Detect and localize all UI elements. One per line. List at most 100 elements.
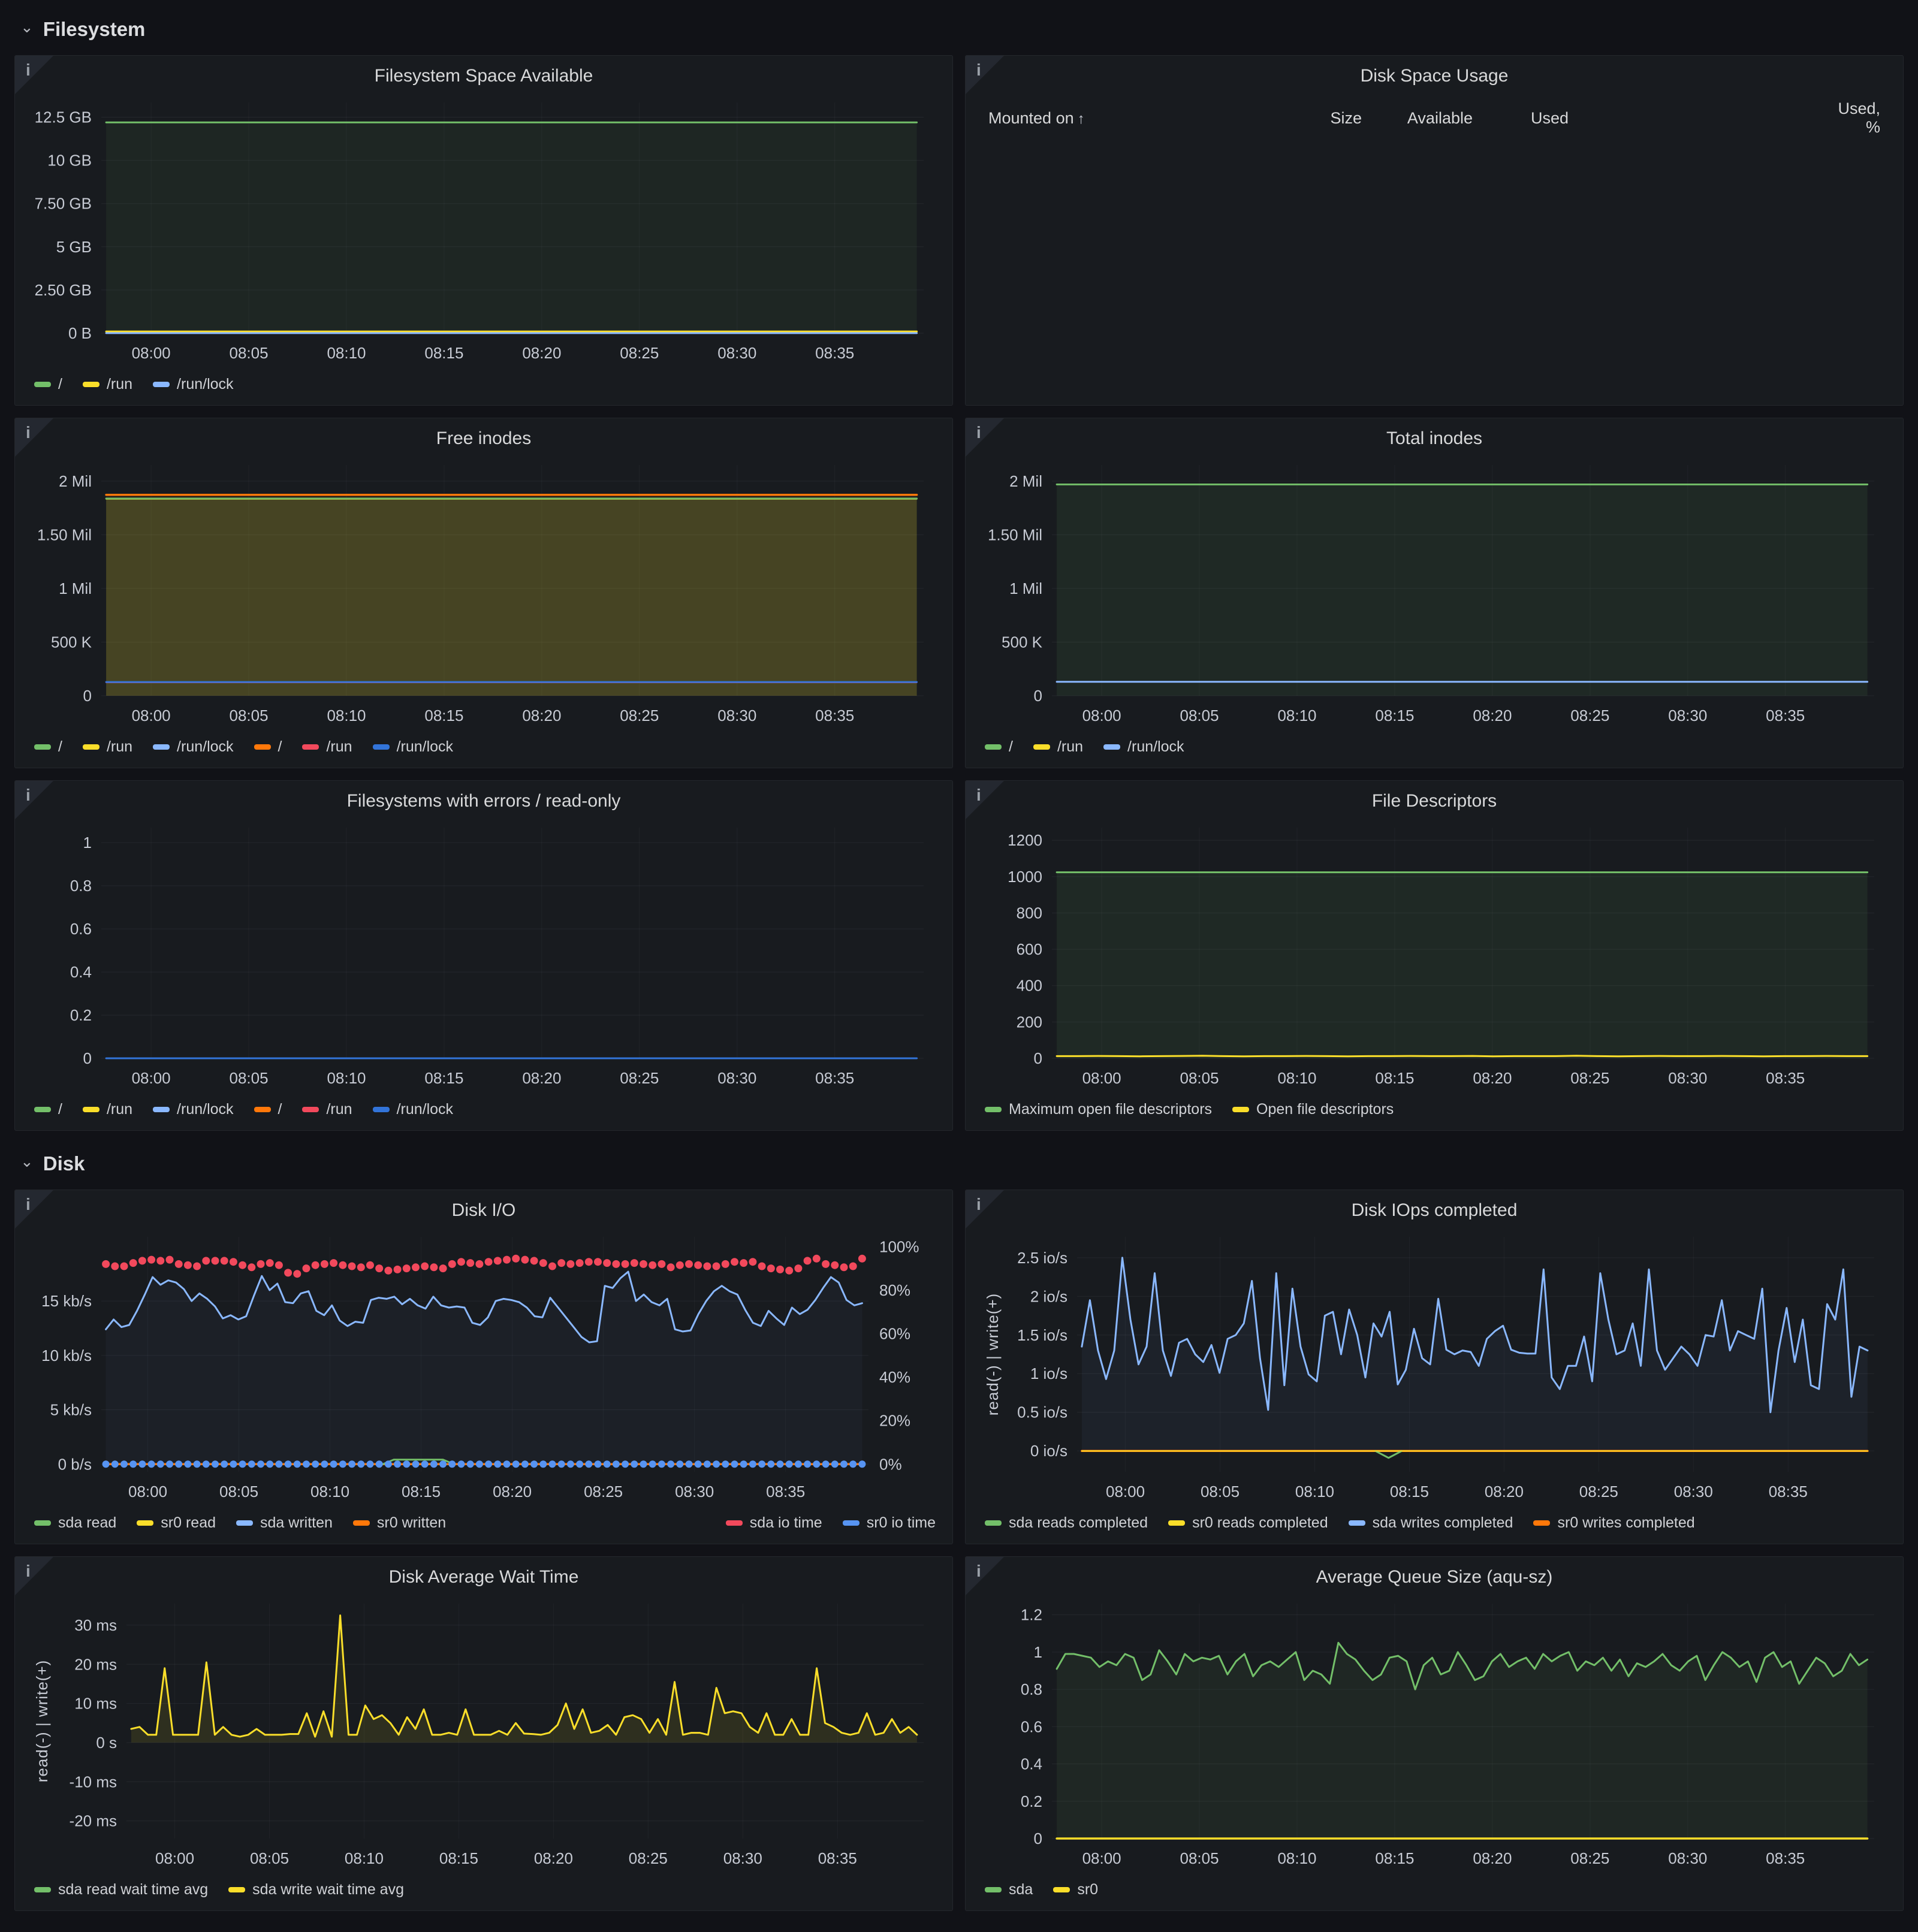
info-icon[interactable]: i [976, 786, 981, 804]
info-icon[interactable]: i [26, 1562, 31, 1580]
legend-item[interactable]: / [34, 1101, 62, 1118]
info-icon[interactable]: i [26, 1195, 31, 1213]
legend-swatch-icon [34, 1106, 51, 1112]
panel-info-corner [966, 1190, 1004, 1228]
legend-item[interactable]: sda writes completed [1348, 1514, 1513, 1532]
legend-item[interactable]: sr0 reads completed [1168, 1514, 1328, 1532]
legend: / /run/run/lock [976, 730, 1892, 763]
panel-title[interactable]: Disk IOps completed [1351, 1200, 1518, 1220]
svg-text:08:35: 08:35 [766, 1483, 805, 1501]
panel-title[interactable]: Free inodes [436, 428, 532, 448]
legend-item[interactable]: sr0 [1053, 1881, 1098, 1898]
column-header-size[interactable]: Size [1330, 108, 1362, 127]
legend-item[interactable]: / [985, 738, 1013, 756]
legend-item[interactable]: sda reads completed [985, 1514, 1148, 1532]
svg-text:08:35: 08:35 [815, 1069, 854, 1087]
legend-item[interactable]: sda write wait time avg [228, 1881, 404, 1898]
panel-filesystem-space-available: i Filesystem Space Available 0 B 2.50 GB 5… [14, 55, 953, 406]
legend-item[interactable]: /run/lock [153, 1101, 234, 1118]
legend-item[interactable]: sr0 read [137, 1514, 216, 1532]
section-header-disk[interactable]: ⌄ Disk [14, 1146, 1904, 1181]
info-icon[interactable]: i [26, 61, 31, 79]
svg-text:20%: 20% [879, 1412, 910, 1430]
info-icon[interactable]: i [976, 1195, 981, 1213]
svg-text:600: 600 [1017, 940, 1042, 958]
column-header-available[interactable]: Available [1407, 108, 1473, 127]
svg-text:08:25: 08:25 [584, 1483, 623, 1501]
info-icon[interactable]: i [976, 1562, 981, 1580]
disk-usage-table: Mounted on ↑ Size Available Used Used, % [976, 93, 1892, 400]
svg-text:0.8: 0.8 [70, 877, 92, 895]
panel-title[interactable]: Disk I/O [451, 1200, 516, 1220]
legend-item[interactable]: /run/lock [372, 1101, 453, 1118]
legend-item[interactable]: sr0 io time [842, 1514, 936, 1532]
legend-swatch-icon [1103, 744, 1121, 750]
legend-item[interactable]: /run [302, 738, 352, 756]
legend-item[interactable]: Open file descriptors [1232, 1101, 1394, 1118]
chevron-down-icon[interactable]: ⌄ [20, 17, 34, 36]
legend-item[interactable]: sda written [236, 1514, 333, 1532]
legend-item[interactable]: sda read wait time avg [34, 1881, 208, 1898]
legend-item[interactable]: / [254, 738, 282, 756]
info-icon[interactable]: i [976, 61, 981, 79]
section-header-filesystem[interactable]: ⌄ Filesystem [14, 12, 1904, 47]
svg-text:0: 0 [1034, 1049, 1042, 1067]
panel-title[interactable]: Disk Average Wait Time [388, 1567, 579, 1587]
svg-text:08:25: 08:25 [1570, 1849, 1609, 1867]
legend-swatch-icon [1033, 744, 1050, 750]
panel-average-queue-size: i Average Queue Size (aqu-sz) 0 0.2 0.4 0.6… [965, 1556, 1904, 1911]
info-icon[interactable]: i [26, 423, 31, 442]
legend-item[interactable]: / [34, 376, 62, 393]
legend-item[interactable]: sda [985, 1881, 1033, 1898]
legend-label: sda write wait time avg [252, 1880, 404, 1898]
legend-item[interactable]: /run [82, 1100, 133, 1118]
panel-title[interactable]: Disk Space Usage [1360, 66, 1509, 86]
svg-text:7.50 GB: 7.50 GB [35, 195, 92, 213]
legend-label: sr0 reads completed [1192, 1514, 1328, 1531]
legend-item[interactable]: /run/lock [1103, 738, 1184, 756]
svg-text:08:20: 08:20 [493, 1483, 532, 1501]
panel-title[interactable]: Filesystems with errors / read-only [346, 791, 621, 811]
legend-item[interactable]: sda read [34, 1514, 116, 1532]
svg-text:08:00: 08:00 [1082, 707, 1121, 725]
legend: sda read sr0 read sda written sr0 written s… [26, 1507, 942, 1539]
svg-text:80%: 80% [879, 1281, 910, 1299]
legend-item[interactable]: sr0 writes completed [1533, 1514, 1695, 1532]
legend-item[interactable]: /run [82, 738, 132, 756]
legend-label: /run [106, 1100, 133, 1118]
info-icon[interactable]: i [26, 786, 31, 804]
panel-title[interactable]: Average Queue Size (aqu-sz) [1316, 1567, 1553, 1587]
legend-item[interactable]: /run/lock [372, 738, 453, 756]
column-header-mounted-on[interactable]: Mounted on ↑ [981, 109, 1255, 128]
legend-item[interactable]: /run/lock [153, 738, 234, 756]
legend-item[interactable]: /run/lock [153, 376, 234, 393]
svg-text:08:25: 08:25 [620, 707, 659, 725]
panel-title[interactable]: File Descriptors [1371, 791, 1497, 811]
legend-item[interactable]: sda io time [725, 1514, 822, 1532]
legend-item[interactable]: / [254, 1101, 282, 1118]
svg-text:08:30: 08:30 [717, 1069, 756, 1087]
legend-item[interactable]: /run [82, 376, 132, 393]
column-header-used-pct[interactable]: Used, % [1838, 99, 1880, 136]
panel-title[interactable]: Total inodes [1386, 428, 1483, 448]
svg-text:10 GB: 10 GB [47, 152, 92, 170]
legend-item[interactable]: sr0 written [352, 1514, 446, 1532]
panel-disk-iops-completed: i Disk IOps completed 0 io/s 0.5 io/s 1 io… [965, 1190, 1904, 1544]
svg-text:10 ms: 10 ms [74, 1695, 117, 1713]
svg-text:2.5 io/s: 2.5 io/s [1017, 1249, 1067, 1267]
column-header-used[interactable]: Used [1530, 108, 1569, 127]
chevron-down-icon[interactable]: ⌄ [20, 1152, 34, 1170]
legend-item[interactable]: Maximum open file descriptors [985, 1101, 1212, 1118]
legend-label: /run/lock [177, 738, 234, 755]
legend-item[interactable]: /run [302, 1101, 352, 1118]
legend-item[interactable]: / [34, 738, 62, 756]
panel-title[interactable]: Filesystem Space Available [374, 66, 593, 86]
legend-swatch-icon [82, 381, 99, 387]
legend-item[interactable]: /run [1033, 738, 1083, 756]
info-icon[interactable]: i [976, 423, 981, 442]
svg-text:08:35: 08:35 [1766, 1849, 1805, 1867]
svg-text:08:05: 08:05 [1180, 1849, 1219, 1867]
svg-text:08:10: 08:10 [327, 344, 366, 362]
svg-text:1: 1 [1034, 1643, 1042, 1661]
legend-swatch-icon [153, 381, 170, 387]
